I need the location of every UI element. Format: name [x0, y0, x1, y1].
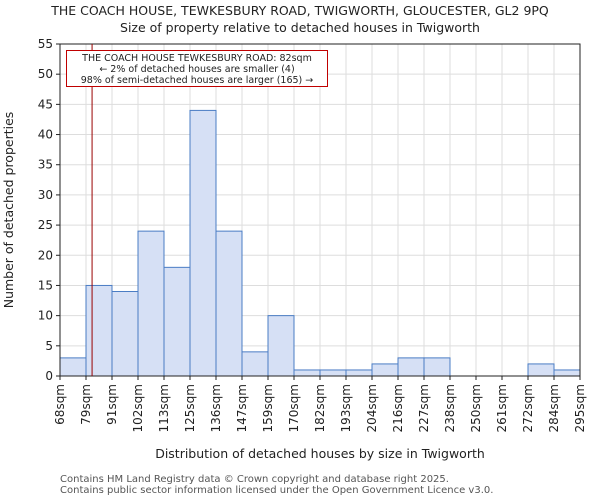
y-tick-label: 5	[45, 339, 53, 353]
x-tick-label: 102sqm	[131, 384, 145, 432]
chart-subtitle: Size of property relative to detached ho…	[120, 20, 480, 35]
histogram-bar	[345, 369, 373, 377]
histogram-bar	[111, 290, 139, 377]
footer-licence: Contains public sector information licen…	[60, 485, 494, 496]
histogram-bar	[267, 315, 295, 377]
x-tick-label: 216sqm	[391, 384, 405, 432]
y-tick-label: 10	[38, 309, 53, 323]
histogram-bar	[553, 369, 581, 377]
x-tick-label: 170sqm	[287, 384, 301, 432]
y-tick-label: 35	[38, 158, 53, 172]
histogram-bar	[241, 351, 269, 377]
x-tick-label: 284sqm	[547, 384, 561, 432]
histogram-bar	[85, 284, 113, 377]
x-tick-label: 182sqm	[313, 384, 327, 432]
x-tick-label: 193sqm	[339, 384, 353, 432]
y-tick-label: 50	[38, 67, 53, 81]
x-tick-label: 261sqm	[495, 384, 509, 432]
x-tick-label: 136sqm	[209, 384, 223, 432]
chart-title: THE COACH HOUSE, TEWKESBURY ROAD, TWIGWO…	[51, 3, 549, 18]
histogram-bar	[371, 363, 399, 377]
histogram-bar	[189, 109, 217, 377]
x-tick-label: 91sqm	[105, 384, 119, 425]
x-tick-label: 79sqm	[79, 384, 93, 425]
histogram-bar	[527, 363, 555, 377]
y-tick-label: 15	[38, 278, 53, 292]
y-axis-label: Number of detached properties	[1, 112, 16, 309]
x-tick-label: 68sqm	[53, 384, 67, 425]
histogram-bar	[319, 369, 347, 377]
property-annotation: THE COACH HOUSE TEWKESBURY ROAD: 82sqm ←…	[66, 50, 328, 87]
histogram-bar	[59, 357, 87, 377]
annotation-line-3: 98% of semi-detached houses are larger (…	[80, 75, 314, 86]
x-axis-label: Distribution of detached houses by size …	[155, 446, 485, 461]
y-tick-label: 45	[38, 97, 53, 111]
annotation-line-2: ← 2% of detached houses are smaller (4)	[99, 64, 295, 75]
x-tick-label: 147sqm	[235, 384, 249, 432]
histogram-bar	[163, 266, 191, 377]
x-tick-label: 238sqm	[443, 384, 457, 432]
x-tick-label: 250sqm	[469, 384, 483, 432]
x-tick-label: 159sqm	[261, 384, 275, 432]
y-tick-label: 30	[38, 188, 53, 202]
x-tick-label: 113sqm	[157, 384, 171, 432]
x-tick-label: 295sqm	[573, 384, 587, 432]
histogram-bar	[293, 369, 321, 377]
x-tick-label: 272sqm	[521, 384, 535, 432]
annotation-line-1: THE COACH HOUSE TEWKESBURY ROAD: 82sqm	[82, 53, 312, 64]
y-tick-label: 20	[38, 248, 53, 262]
footer-copyright: Contains HM Land Registry data © Crown c…	[60, 474, 449, 485]
histogram-bar	[423, 357, 451, 377]
histogram-bar	[397, 357, 425, 377]
x-tick-label: 204sqm	[365, 384, 379, 432]
y-tick-label: 25	[38, 218, 53, 232]
histogram-bar	[137, 230, 165, 377]
y-tick-label: 40	[38, 128, 53, 142]
y-tick-label: 0	[45, 369, 53, 383]
x-tick-label: 125sqm	[183, 384, 197, 432]
y-tick-label: 55	[38, 37, 53, 51]
x-tick-label: 227sqm	[417, 384, 431, 432]
histogram-bar	[215, 230, 243, 377]
